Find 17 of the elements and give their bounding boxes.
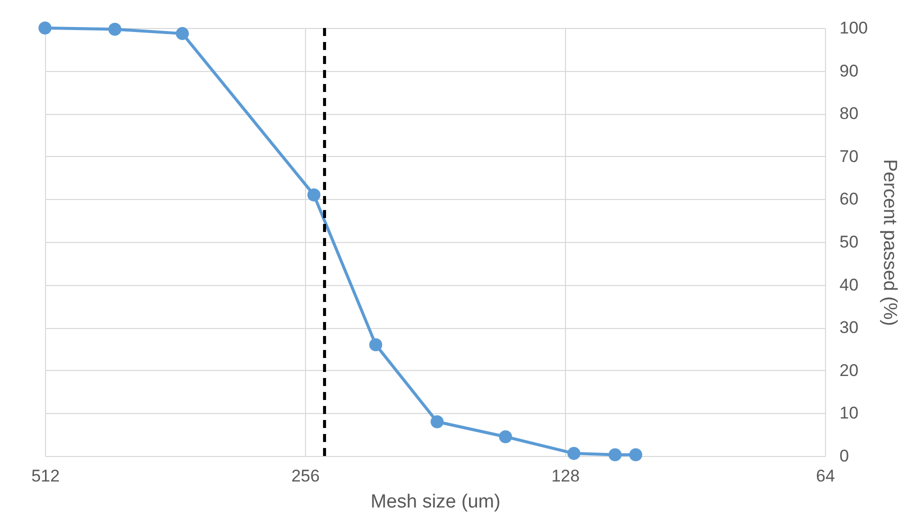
- y-tick-label: 0: [840, 446, 849, 466]
- x-tick-label: 512: [31, 466, 60, 486]
- y-tick-label: 30: [840, 318, 858, 338]
- y-tick-label: 90: [840, 61, 858, 80]
- x-axis-title: Mesh size (um): [370, 492, 500, 512]
- y-tick-label: 70: [840, 146, 858, 166]
- y-axis-title: Percent passed (%): [878, 159, 900, 326]
- y-tick-label: 10: [840, 404, 858, 423]
- x-tick-label: 256: [291, 466, 320, 486]
- x-tick-label: 128: [551, 466, 580, 486]
- y-tick-label: 20: [840, 360, 858, 380]
- y-tick-label: 40: [840, 275, 858, 294]
- y-tick-label: 80: [840, 104, 858, 124]
- y-tick-label: 60: [840, 190, 858, 209]
- y-tick-label: 50: [840, 232, 858, 252]
- y-tick-label: 100: [840, 18, 868, 38]
- x-tick-label: 64: [816, 466, 835, 486]
